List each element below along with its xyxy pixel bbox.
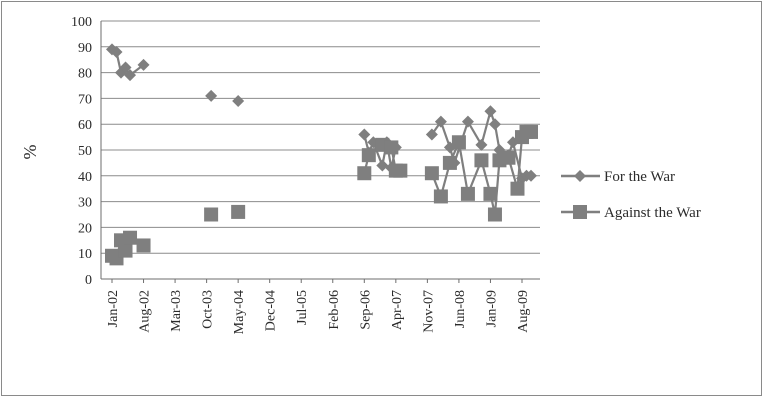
data-point [484, 105, 497, 118]
legend-item: Against the War [561, 205, 701, 221]
data-point [376, 159, 389, 172]
data-point [137, 58, 150, 71]
x-tick-label: Aug-02 [138, 290, 153, 333]
legend-marker [574, 170, 586, 182]
data-point [434, 115, 447, 128]
y-tick-label: 40 [78, 170, 92, 185]
y-axis-label: % [20, 145, 40, 160]
data-point [124, 69, 137, 82]
x-tick-label: Jul-05 [295, 290, 310, 325]
legend: For the War Against the War [561, 169, 701, 221]
series-against-the-war [105, 124, 538, 266]
data-point [461, 115, 474, 128]
x-tick-label: Aug-09 [516, 290, 531, 333]
data-point [136, 238, 151, 253]
legend-marker [573, 205, 587, 219]
x-tick-label: Jun-08 [453, 290, 468, 328]
axes [100, 21, 540, 283]
data-point [483, 186, 498, 201]
y-tick-label: 50 [78, 144, 92, 159]
x-tick-labels: Jan-02 Aug-02 Mar-03 Oct-03 May-04 Dec-04 Jul-… [106, 290, 531, 334]
data-point [231, 204, 246, 219]
data-point [357, 166, 372, 181]
plot-area [105, 43, 538, 266]
data-point [524, 124, 538, 139]
data-point [361, 148, 376, 163]
data-point [393, 163, 408, 178]
data-point [358, 128, 371, 141]
data-point [205, 89, 218, 102]
data-point [474, 153, 489, 168]
data-point [442, 155, 457, 170]
series-line-segment [516, 137, 524, 189]
series-line-segment [457, 142, 470, 195]
data-point [384, 140, 399, 155]
y-tick-label: 70 [78, 92, 92, 107]
x-tick-label: Jan-02 [106, 290, 121, 327]
y-tick-labels: 0 10 20 30 40 50 60 70 80 90 100 [71, 15, 92, 288]
y-tick-label: 10 [78, 247, 92, 262]
data-point [487, 207, 502, 222]
y-tick-label: 90 [78, 41, 92, 56]
series-line-segment [511, 141, 524, 179]
data-point [424, 166, 439, 181]
series-line-segment [480, 111, 492, 146]
y-tick-label: 30 [78, 196, 92, 211]
data-point [525, 169, 537, 182]
legend-label: For the War [604, 169, 675, 185]
x-tick-label: May-04 [232, 290, 247, 334]
x-tick-label: Sep-06 [358, 290, 373, 330]
x-tick-label: Dec-04 [264, 290, 279, 331]
series-for-the-war [106, 43, 537, 185]
data-point [118, 243, 133, 258]
data-point [123, 230, 138, 245]
x-tick-label: Oct-03 [201, 290, 216, 329]
data-point [110, 45, 123, 58]
legend-item: For the War [561, 169, 675, 185]
data-point [488, 118, 501, 131]
data-point [433, 189, 448, 204]
data-point [119, 61, 132, 74]
gridlines [101, 20, 540, 280]
data-point [510, 181, 525, 196]
legend-label: Against the War [604, 205, 701, 221]
x-tick-label: Jan-09 [484, 290, 499, 327]
y-tick-label: 0 [85, 273, 92, 288]
data-point [425, 128, 438, 141]
y-tick-label: 60 [78, 118, 92, 133]
x-tick-label: Apr-07 [390, 290, 405, 330]
y-tick-label: 100 [71, 15, 92, 30]
data-point [451, 135, 466, 150]
x-tick-label: Mar-03 [169, 290, 184, 332]
series-line-segment [466, 121, 483, 146]
x-tick-label: Feb-06 [327, 290, 342, 330]
data-point [475, 138, 488, 151]
data-point [460, 186, 475, 201]
data-point [501, 150, 516, 165]
data-point [204, 207, 219, 222]
x-tick-label: Nov-07 [421, 290, 436, 333]
y-tick-label: 20 [78, 221, 92, 236]
data-point [232, 94, 245, 107]
y-tick-label: 80 [78, 67, 92, 82]
